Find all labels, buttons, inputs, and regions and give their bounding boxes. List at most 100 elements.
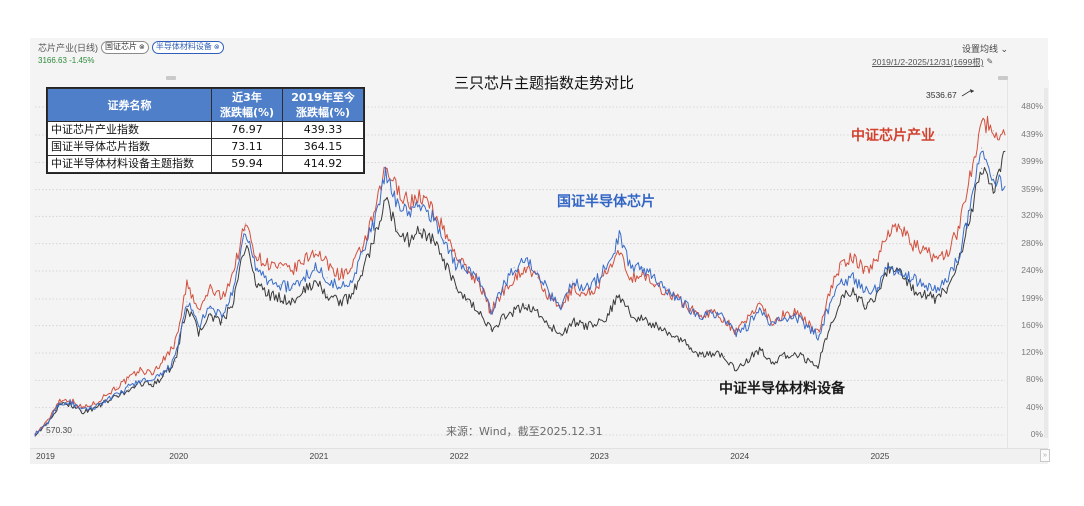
data-point (934, 287, 936, 289)
data-point (139, 379, 141, 381)
resize-grip-icon[interactable] (998, 76, 1008, 80)
data-point (969, 215, 971, 217)
data-point (782, 355, 784, 357)
header-three-year: 近3年 涨跌幅(%) (211, 88, 283, 122)
vertical-scrollbar[interactable] (1044, 88, 1048, 438)
data-point (443, 260, 445, 262)
date-range-row: 2019/1/2-2025/12/31(1699根) ✎ (872, 56, 993, 68)
moving-average-settings-button[interactable]: 设置均线 ⌄ (962, 42, 1008, 55)
data-point (712, 311, 714, 313)
close-circle-icon[interactable]: ⊗ (213, 44, 220, 51)
data-point (314, 267, 317, 269)
data-point (910, 243, 913, 245)
data-point (899, 226, 901, 228)
cell-name: 中证芯片产业指数 (47, 121, 212, 139)
data-point (127, 386, 130, 388)
data-point (630, 277, 632, 279)
data-point (759, 301, 761, 303)
x-axis-bar (30, 448, 1048, 464)
resize-grip-icon[interactable] (166, 76, 176, 80)
header-security-name: 证券名称 (47, 88, 212, 122)
data-point (490, 311, 492, 313)
data-point (560, 304, 562, 306)
data-point (560, 335, 562, 337)
data-point (396, 229, 398, 231)
data-point (256, 284, 258, 286)
data-point (852, 256, 854, 258)
data-point (338, 287, 340, 289)
compare-chip-guozheng-chip[interactable]: 国证芯片 ⊗ (101, 41, 149, 54)
data-point (209, 308, 211, 310)
data-point (548, 294, 550, 296)
data-point (992, 188, 994, 190)
x-tick-label: 2021 (309, 451, 329, 461)
y-tick-label: 359% (1021, 183, 1043, 194)
data-point (653, 284, 656, 286)
data-point (408, 212, 410, 214)
data-point (829, 325, 831, 327)
pin-icon[interactable]: ✎ (986, 57, 994, 66)
x-tick-label: 2025 (870, 451, 890, 461)
data-point (104, 400, 106, 402)
data-point (805, 359, 807, 361)
compare-chip-materials-equipment[interactable]: 半导体材料设备 ⊗ (151, 41, 224, 54)
chart-title-text: 三只芯片主题指数走势对比 (453, 74, 634, 92)
data-point (466, 301, 468, 303)
data-point (291, 287, 293, 289)
data-point (420, 195, 422, 197)
data-point (127, 389, 130, 391)
data-point (536, 270, 539, 272)
compare-chip-label: 半导体材料设备 (155, 42, 212, 51)
data-point (326, 294, 328, 296)
cell-since-2019: 364.15 (282, 138, 364, 156)
data-point (630, 314, 632, 316)
data-point (712, 352, 714, 354)
data-point (899, 270, 901, 272)
data-point (665, 331, 667, 334)
data-point (431, 208, 433, 211)
data-point (618, 253, 620, 255)
y-tick-label: 439% (1021, 129, 1043, 140)
settings-label: 设置均线 (962, 44, 999, 54)
data-point (57, 400, 60, 402)
data-point (268, 280, 270, 282)
x-tick-label: 2023 (589, 451, 609, 461)
header-text: 涨跌幅(%) (295, 106, 351, 119)
close-circle-icon[interactable]: ⊗ (139, 44, 145, 51)
data-point (770, 325, 772, 327)
scroll-right-icon[interactable]: » (1040, 449, 1050, 462)
date-range-link[interactable]: 2019/1/2-2025/12/31(1699根) (872, 57, 984, 67)
data-point (314, 249, 317, 252)
cell-three-year: 76.97 (211, 121, 283, 139)
data-point (910, 277, 913, 279)
data-point (443, 229, 445, 231)
data-point (922, 249, 924, 252)
data-point (992, 130, 994, 132)
cell-since-2019: 439.33 (282, 121, 364, 139)
series-lines (34, 115, 1006, 437)
data-point (607, 314, 609, 316)
data-point (174, 342, 176, 344)
data-point (513, 267, 515, 269)
data-point (151, 372, 153, 375)
header-text: 2019年至今 (291, 91, 355, 104)
data-point (677, 297, 679, 299)
data-point (420, 229, 422, 231)
data-point (864, 290, 866, 293)
data-point (887, 229, 889, 231)
data-point (244, 229, 246, 231)
x-tick-label: 2022 (449, 451, 469, 461)
table-row: 国证半导体芯片指数 73.11 364.15 (47, 138, 364, 156)
data-point (186, 284, 188, 286)
data-point (338, 301, 340, 303)
data-point (525, 267, 527, 269)
data-point (174, 360, 176, 362)
data-point (151, 383, 153, 385)
data-point (431, 215, 433, 217)
data-point (186, 301, 188, 303)
y-tick-label: 80% (1025, 374, 1043, 385)
data-point (595, 287, 597, 289)
data-point (408, 202, 410, 204)
data-point (583, 294, 585, 296)
data-point (840, 263, 843, 265)
